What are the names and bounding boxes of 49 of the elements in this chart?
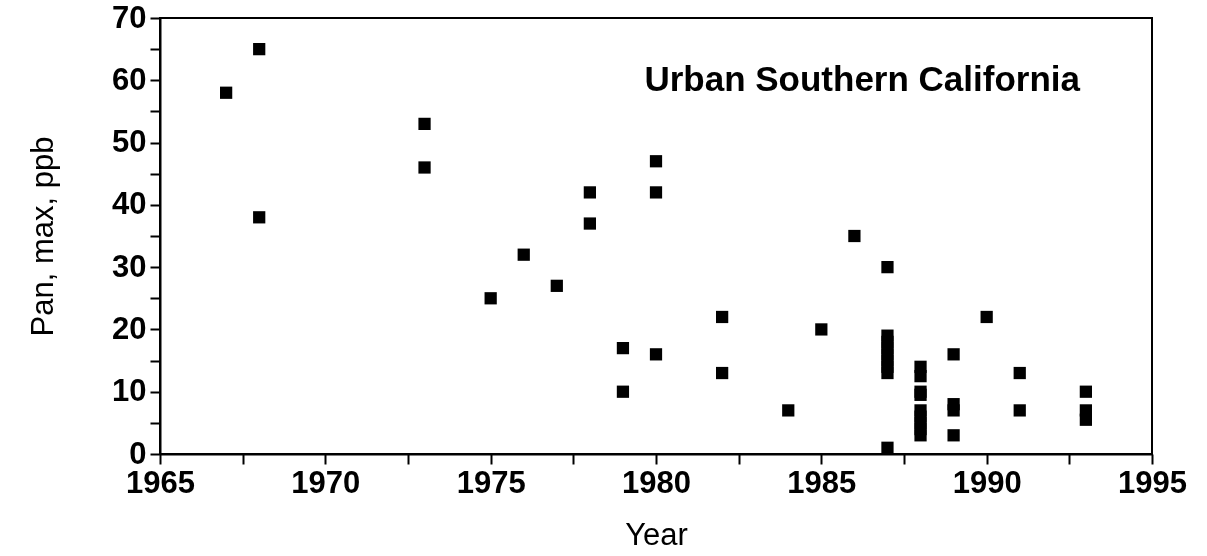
point: [1079, 413, 1092, 426]
point: [947, 404, 960, 417]
x-tick-label: 1975: [456, 464, 526, 500]
point: [253, 43, 266, 56]
point: [848, 229, 861, 243]
y-axis-title: Pan, max, ppb: [25, 136, 61, 337]
point: [649, 186, 663, 199]
point: [1013, 404, 1026, 417]
y-tick-label: 60: [112, 61, 147, 97]
point: [914, 370, 927, 383]
point: [947, 429, 960, 442]
point: [616, 385, 630, 398]
point: [881, 261, 894, 274]
point: [881, 366, 894, 380]
point: [583, 186, 596, 199]
annotation: Urban Southern California: [644, 59, 1081, 98]
point: [980, 310, 993, 324]
x-axis-title: Year: [625, 516, 688, 552]
point: [253, 211, 266, 224]
point: [1013, 366, 1026, 380]
y-tick-label: 70: [112, 0, 147, 35]
point: [782, 404, 795, 417]
point: [517, 248, 530, 261]
point: [616, 341, 630, 355]
y-tick-label: 10: [112, 373, 147, 409]
point: [649, 155, 663, 168]
point: [881, 441, 894, 454]
x-tick-label: 1970: [291, 464, 361, 500]
y-tick-label: 50: [112, 124, 147, 160]
point: [583, 217, 596, 230]
point: [550, 279, 563, 292]
point: [220, 86, 233, 99]
point: [947, 348, 960, 361]
x-tick-label: 1980: [622, 464, 691, 500]
point: [716, 310, 729, 324]
point: [716, 366, 729, 380]
y-tick-label: 40: [112, 186, 147, 222]
point: [418, 161, 431, 174]
point: [1079, 385, 1092, 398]
y-tick-label: 20: [112, 310, 147, 346]
x-tick-label: 1995: [1118, 464, 1187, 500]
x-tick-label: 1990: [952, 464, 1022, 500]
x-tick-label: 1985: [787, 464, 857, 500]
y-tick-label: 30: [112, 248, 147, 284]
point: [815, 323, 828, 336]
point: [649, 348, 663, 361]
point: [418, 117, 431, 131]
point: [484, 292, 497, 305]
point: [914, 429, 927, 442]
